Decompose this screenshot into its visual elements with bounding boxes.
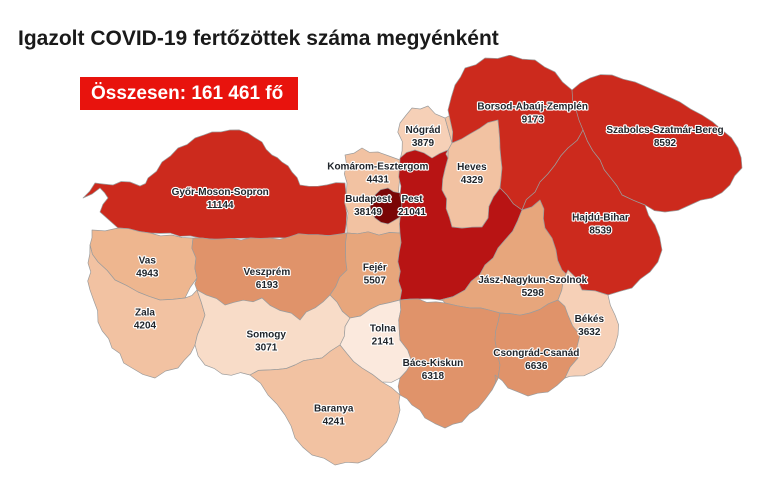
svg-text:Komárom-Esztergom: Komárom-Esztergom xyxy=(327,162,428,173)
svg-text:Szabolcs-Szatmár-Bereg: Szabolcs-Szatmár-Bereg xyxy=(606,125,723,136)
svg-text:3879: 3879 xyxy=(412,138,435,149)
svg-text:Zala: Zala xyxy=(135,307,155,318)
svg-text:11144: 11144 xyxy=(207,200,234,211)
svg-text:9173: 9173 xyxy=(522,115,545,126)
svg-text:Hajdú-Bihar: Hajdú-Bihar xyxy=(572,213,629,224)
svg-text:Pest: Pest xyxy=(401,194,423,205)
svg-text:3632: 3632 xyxy=(578,327,601,338)
svg-text:Baranya: Baranya xyxy=(314,404,354,415)
svg-text:Győr-Moson-Sopron: Győr-Moson-Sopron xyxy=(172,187,269,198)
svg-text:Nógrád: Nógrád xyxy=(406,125,441,136)
svg-text:3071: 3071 xyxy=(255,342,278,353)
svg-text:2141: 2141 xyxy=(372,337,395,348)
svg-text:Budapest: Budapest xyxy=(345,194,391,205)
svg-text:Veszprém: Veszprém xyxy=(244,267,291,278)
svg-text:4329: 4329 xyxy=(461,175,484,186)
svg-text:4204: 4204 xyxy=(134,320,157,331)
svg-text:Heves: Heves xyxy=(457,162,487,173)
svg-text:21041: 21041 xyxy=(398,207,426,218)
svg-text:Fejér: Fejér xyxy=(363,262,387,273)
svg-text:6636: 6636 xyxy=(525,361,548,372)
svg-text:6193: 6193 xyxy=(256,280,279,291)
svg-text:6318: 6318 xyxy=(422,371,445,382)
svg-text:4943: 4943 xyxy=(136,268,159,279)
svg-text:4431: 4431 xyxy=(367,175,390,186)
svg-text:38149: 38149 xyxy=(354,207,382,218)
svg-text:Csongrád-Csanád: Csongrád-Csanád xyxy=(493,348,579,359)
svg-text:Somogy: Somogy xyxy=(246,329,286,340)
svg-text:Jász-Nagykun-Szolnok: Jász-Nagykun-Szolnok xyxy=(478,275,587,286)
svg-text:4241: 4241 xyxy=(323,417,346,428)
svg-text:Tolna: Tolna xyxy=(370,324,396,335)
svg-text:Vas: Vas xyxy=(139,255,157,266)
svg-text:8592: 8592 xyxy=(654,138,677,149)
svg-text:Borsod-Abaúj-Zemplén: Borsod-Abaúj-Zemplén xyxy=(477,102,588,113)
svg-text:Békés: Békés xyxy=(575,314,605,325)
svg-text:Bács-Kiskun: Bács-Kiskun xyxy=(403,358,464,369)
svg-text:5507: 5507 xyxy=(364,275,387,286)
svg-text:8539: 8539 xyxy=(589,226,612,237)
svg-text:5298: 5298 xyxy=(522,288,545,299)
